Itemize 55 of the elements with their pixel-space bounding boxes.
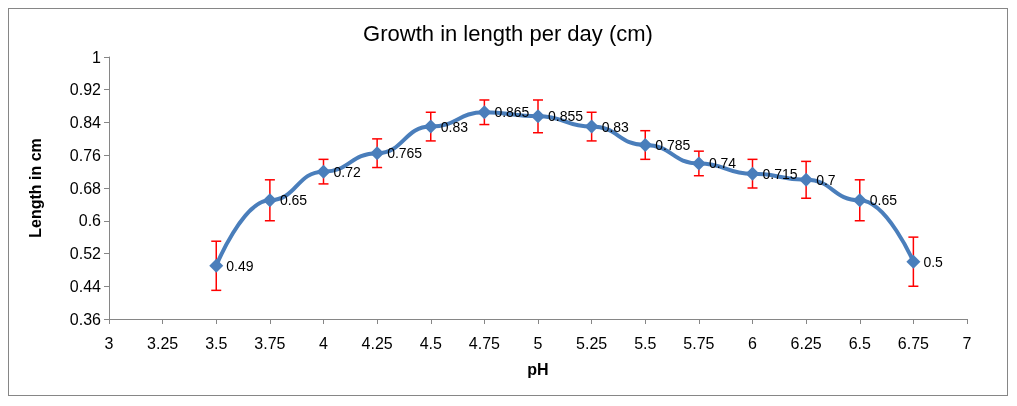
x-tick-label: 6.5 — [848, 334, 871, 352]
x-tick-label: 4 — [319, 334, 329, 352]
data-label: 0.65 — [869, 192, 898, 209]
x-tick-label: 5.75 — [683, 334, 715, 352]
x-axis-title: pH — [527, 360, 549, 378]
data-label: 0.7 — [816, 171, 836, 188]
x-tick-label: 4.25 — [361, 334, 393, 352]
data-label: 0.49 — [226, 257, 254, 274]
data-label: 0.865 — [494, 104, 530, 121]
x-tick-label: 6 — [748, 334, 758, 352]
x-tick-label: 6.25 — [790, 334, 822, 352]
x-tick-label: 6.75 — [897, 334, 930, 352]
x-tick-label: 3.75 — [254, 334, 286, 352]
x-tick-label: 3 — [104, 334, 114, 352]
data-label: 0.72 — [333, 163, 361, 180]
point — [584, 119, 599, 134]
point — [423, 119, 438, 134]
data-label: 0.785 — [655, 137, 691, 154]
point — [316, 164, 331, 179]
data-label: 0.83 — [440, 118, 469, 135]
y-tick-label: 0.52 — [69, 245, 102, 262]
point — [262, 193, 277, 208]
y-tick-label: 0.76 — [69, 146, 102, 164]
y-tick-label: 0.36 — [69, 310, 102, 328]
y-tick-label: 0.92 — [69, 81, 102, 99]
data-label: 0.83 — [601, 118, 630, 135]
x-tick-label: 4.75 — [468, 334, 501, 352]
y-tick-label: 0.68 — [69, 179, 102, 197]
point — [370, 146, 385, 161]
y-axis-title: Length in cm — [26, 138, 44, 238]
point — [531, 109, 545, 124]
point — [852, 193, 867, 208]
point — [477, 105, 492, 120]
x-tick-label: 5.25 — [576, 334, 608, 352]
point — [209, 258, 224, 273]
data-label: 0.765 — [387, 145, 423, 162]
point — [691, 156, 706, 171]
x-tick-label: 3.5 — [205, 334, 228, 352]
point — [638, 138, 653, 153]
point — [799, 172, 814, 187]
data-label: 0.65 — [279, 192, 308, 209]
x-tick-label: 4.5 — [419, 334, 442, 352]
y-tick-label: 1 — [92, 48, 102, 66]
point — [745, 166, 760, 181]
chart-title: Growth in length per day (cm) — [363, 20, 653, 46]
x-tick-label: 3.25 — [147, 334, 179, 352]
point — [906, 254, 921, 269]
x-tick-label: 5 — [533, 334, 543, 352]
y-tick-label: 0.44 — [69, 277, 102, 295]
y-tick-label: 0.84 — [69, 114, 102, 131]
x-tick-label: 5.5 — [634, 334, 657, 352]
data-label: 0.855 — [548, 108, 584, 125]
x-tick-label: 7 — [962, 334, 972, 352]
y-tick-label: 0.6 — [78, 212, 102, 230]
data-label: 0.5 — [923, 253, 944, 270]
